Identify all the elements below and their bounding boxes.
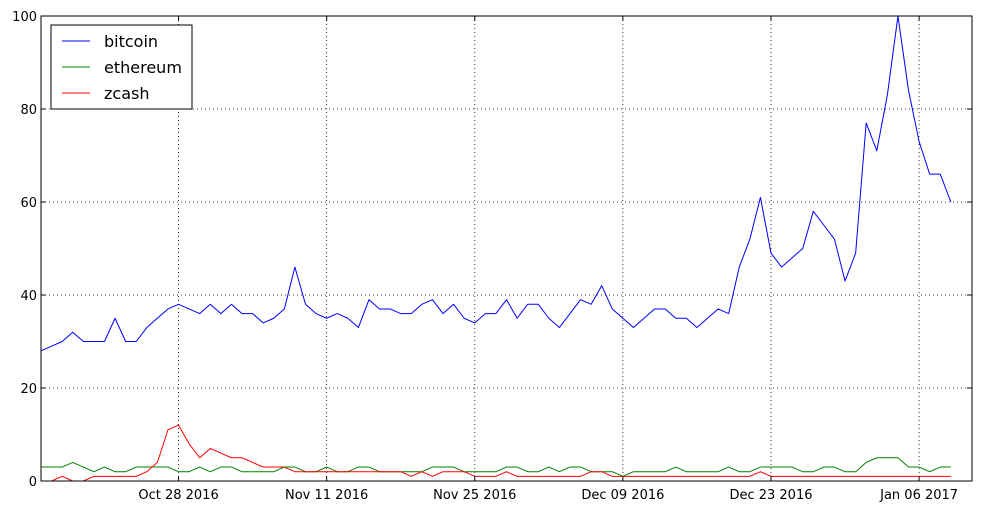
- axis-ticks: [41, 15, 972, 482]
- legend-label-bitcoin: bitcoin: [104, 32, 158, 51]
- y-tick-label: 60: [20, 196, 37, 211]
- plot-background: [41, 16, 972, 481]
- legend-label-zcash: zcash: [104, 84, 149, 103]
- series-lines: [40, 15, 952, 482]
- plot-frame: [40, 15, 973, 482]
- x-axis-tick-labels: Oct 28 2016 Nov 11 2016 Nov 25 2016 Dec 09 …: [138, 488, 958, 503]
- legend-label-ethereum: ethereum: [104, 58, 182, 77]
- series-line-ethereum: [41, 457, 951, 477]
- y-tick-label: 20: [20, 382, 37, 397]
- x-tick-label: Nov 25 2016: [433, 488, 516, 503]
- y-axis-tick-labels: 0 20 40 60 80 100: [12, 10, 37, 490]
- grid-lines: [41, 16, 972, 481]
- x-tick-label: Dec 23 2016: [729, 488, 812, 503]
- y-tick-label: 80: [20, 103, 37, 118]
- x-tick-label: Jan 06 2017: [879, 488, 958, 503]
- x-tick-label: Oct 28 2016: [138, 488, 218, 503]
- series-line-zcash: [41, 424, 951, 482]
- y-tick-label: 0: [29, 475, 37, 490]
- x-tick-label: Dec 09 2016: [581, 488, 664, 503]
- y-tick-label: 100: [12, 10, 37, 25]
- series-line-bitcoin: [40, 15, 952, 352]
- y-tick-label: 40: [20, 289, 37, 304]
- legend: bitcoin ethereum zcash: [50, 24, 193, 110]
- x-tick-label: Nov 11 2016: [285, 488, 368, 503]
